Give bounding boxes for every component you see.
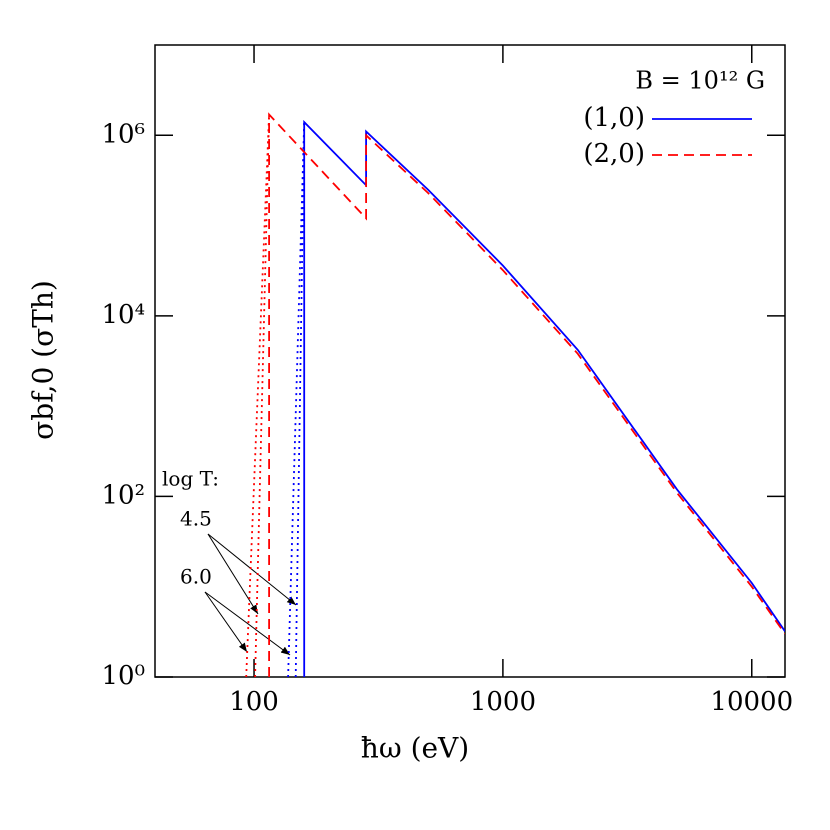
legend-label: (1,0) — [583, 103, 645, 133]
annotation-arrows — [204, 533, 297, 656]
series-line — [287, 122, 306, 677]
temperature-annotation: log T: — [162, 467, 219, 491]
series-line — [268, 112, 785, 677]
y-tick-label: 10⁰ — [101, 661, 145, 691]
legend-label: (2,0) — [583, 139, 645, 169]
field-annotation: B = 10¹² G — [635, 67, 765, 95]
plot-lines — [245, 112, 785, 677]
x-tick-label: 10000 — [710, 687, 793, 717]
series-line — [254, 114, 270, 677]
series-line — [294, 122, 306, 677]
y-tick-label: 10² — [101, 480, 145, 510]
x-axis-label: ħω (eV) — [361, 732, 469, 765]
y-tick-label: 10⁶ — [101, 119, 145, 149]
x-tick-label: 100 — [229, 687, 279, 717]
series-line — [303, 119, 785, 677]
x-tick-label: 1000 — [470, 687, 536, 717]
series-line — [245, 114, 270, 677]
temperature-annotation: 4.5 — [180, 507, 212, 531]
temperature-annotation: 6.0 — [180, 565, 212, 589]
y-tick-label: 10⁴ — [101, 300, 145, 330]
plot-frame — [154, 44, 786, 678]
y-axis-label: σbf,0 (σTh) — [27, 280, 60, 440]
